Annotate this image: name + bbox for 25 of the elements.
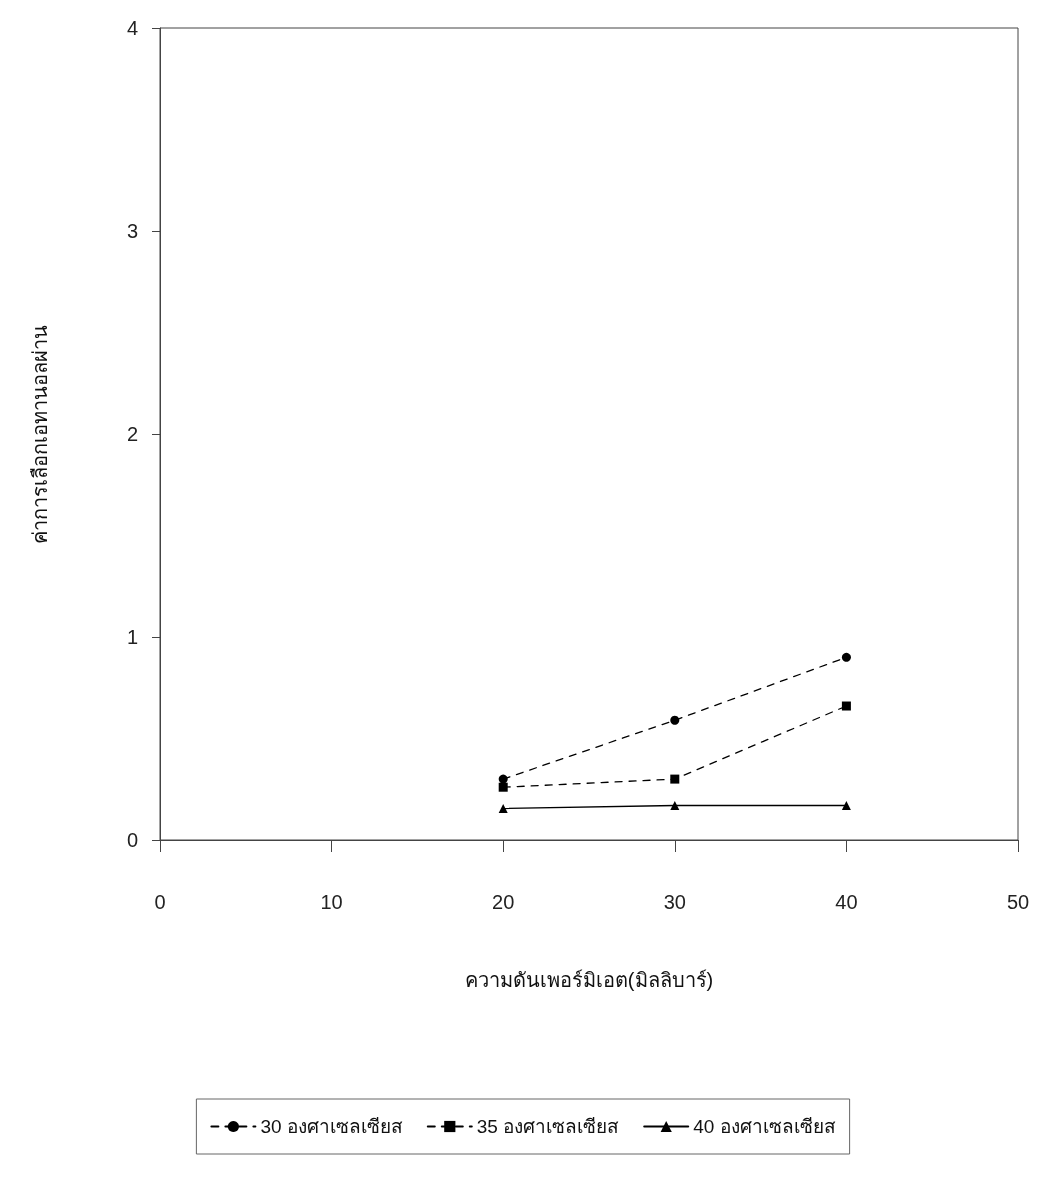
point <box>670 800 680 810</box>
x-tick-label: 30 <box>663 891 686 913</box>
point <box>841 652 851 662</box>
point <box>498 804 508 814</box>
point <box>670 774 680 784</box>
x-tick-label: 20 <box>492 891 515 913</box>
point <box>498 782 508 792</box>
point <box>670 715 680 725</box>
legend-label: 30 องศาเซลเซียส <box>260 1116 403 1137</box>
y-tick-label: 3 <box>126 220 138 242</box>
y-tick-label: 1 <box>126 626 138 648</box>
x-axis-title: ความดันเพอร์มิเอต(มิลลิบาร์) <box>464 969 714 991</box>
x-tick-label: 0 <box>154 891 166 913</box>
legend-label: 35 องศาเซลเซียส <box>476 1116 620 1137</box>
y-axis-title: ค่าการเลือกเอทานอลผ่าน <box>29 324 51 544</box>
x-tick-label: 40 <box>835 891 858 913</box>
x-tick-label: 50 <box>1006 891 1030 913</box>
y-tick-label: 0 <box>126 829 138 851</box>
legend-label: 40 องศาเซลเซียส <box>693 1116 836 1137</box>
y-tick-label: 2 <box>126 423 138 445</box>
x-tick-label: 10 <box>320 891 343 913</box>
point <box>841 800 851 810</box>
point <box>498 774 508 784</box>
point <box>841 701 851 711</box>
y-tick-label: 4 <box>126 17 138 39</box>
